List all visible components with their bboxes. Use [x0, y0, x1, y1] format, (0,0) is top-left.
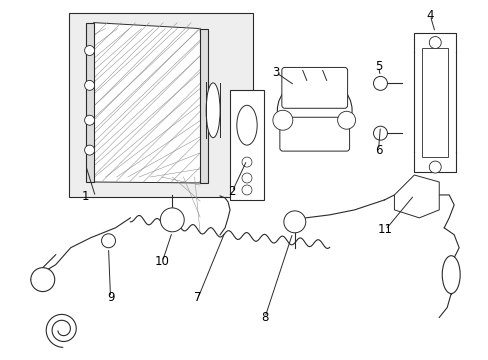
Circle shape [84, 145, 94, 155]
Ellipse shape [277, 78, 351, 143]
Polygon shape [394, 175, 438, 218]
Circle shape [242, 185, 251, 195]
Text: 6: 6 [374, 144, 382, 157]
Ellipse shape [272, 110, 292, 130]
Ellipse shape [441, 256, 459, 293]
Circle shape [102, 234, 115, 248]
Circle shape [84, 115, 94, 125]
Text: 1: 1 [81, 190, 89, 203]
Ellipse shape [236, 105, 257, 145]
Polygon shape [93, 23, 208, 183]
Circle shape [283, 211, 305, 233]
Bar [85, 23, 93, 182]
Text: 10: 10 [155, 255, 169, 268]
Bar [68, 13, 252, 197]
Text: 11: 11 [377, 223, 392, 236]
Text: 4: 4 [426, 9, 433, 22]
Circle shape [428, 161, 440, 173]
Ellipse shape [206, 83, 220, 138]
Ellipse shape [337, 111, 355, 129]
Circle shape [84, 80, 94, 90]
Circle shape [242, 157, 251, 167]
Bar [200, 28, 208, 183]
Text: 9: 9 [106, 291, 114, 304]
Text: 7: 7 [194, 291, 202, 304]
Circle shape [373, 76, 386, 90]
Circle shape [373, 126, 386, 140]
Circle shape [160, 208, 184, 232]
Circle shape [242, 173, 251, 183]
Bar [422, 48, 447, 157]
Bar [229, 90, 264, 200]
FancyBboxPatch shape [279, 117, 349, 151]
Text: 8: 8 [261, 311, 268, 324]
Text: 5: 5 [374, 60, 382, 73]
Text: 3: 3 [272, 66, 279, 79]
Circle shape [84, 45, 94, 55]
Text: 2: 2 [228, 185, 235, 198]
Circle shape [31, 268, 55, 292]
Circle shape [428, 37, 440, 49]
FancyBboxPatch shape [281, 67, 347, 108]
